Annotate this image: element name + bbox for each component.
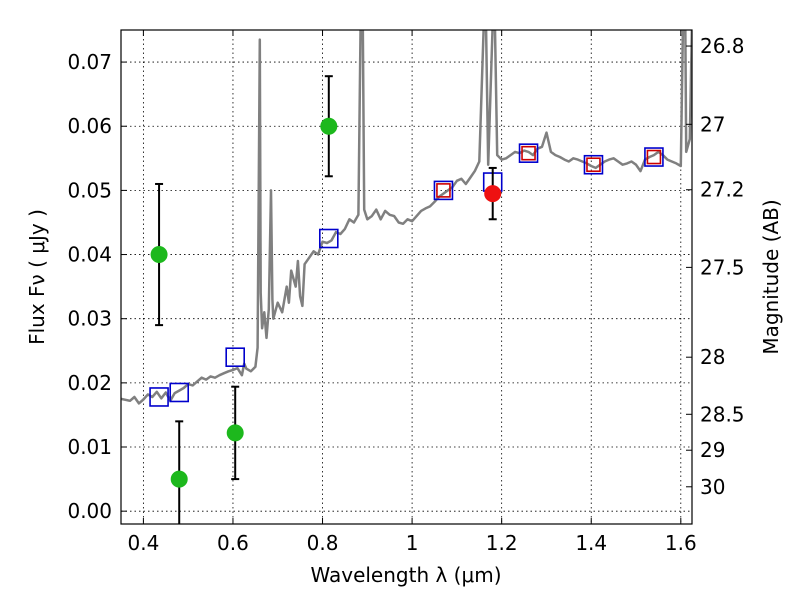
photometry-square xyxy=(225,347,245,367)
y-tick-label: 0.04 xyxy=(67,243,112,267)
right-tick-label: 27.5 xyxy=(700,255,745,279)
y-tick-label: 0.03 xyxy=(67,307,112,331)
observed-point xyxy=(226,424,244,442)
y-tick-label: 0.00 xyxy=(67,499,112,523)
right-tick-label: 26.8 xyxy=(700,34,745,58)
y-tick-label: 0.06 xyxy=(67,114,112,138)
plot-background xyxy=(121,30,692,524)
x-tick-label: 1.2 xyxy=(486,531,518,555)
photometry-square xyxy=(318,228,339,249)
photometry-square xyxy=(586,157,601,173)
photometry-square xyxy=(149,387,169,407)
x-tick-label: 1.4 xyxy=(575,531,607,555)
plot-frame xyxy=(120,29,693,525)
right-tick-label: 27 xyxy=(700,112,725,136)
y-tick-label: 0.05 xyxy=(67,178,112,202)
photometry-square xyxy=(433,180,454,201)
observed-point xyxy=(170,470,188,488)
y-tick-label: 0.07 xyxy=(67,50,112,74)
y-tick-label: 0.01 xyxy=(67,435,112,459)
right-tick-label: 28 xyxy=(700,345,725,369)
y-axis-label: Flux Fν ( μJy ) xyxy=(25,209,49,345)
markers xyxy=(149,75,664,524)
photometry-square xyxy=(521,145,536,161)
x-tick-label: 0.8 xyxy=(307,531,339,555)
x-axis-label: Wavelength λ (μm) xyxy=(310,563,501,587)
photometry-square xyxy=(646,149,662,165)
ticks: 0.4 0.6 0.8 1 1.2 1.4 1.6 0.00 0.01 0.02 0.03 0.04 0… xyxy=(67,30,745,555)
observed-point xyxy=(484,185,502,203)
x-tick-label: 1.6 xyxy=(665,531,697,555)
right-tick-label: 29 xyxy=(700,438,725,462)
observed-point xyxy=(320,117,338,135)
photometry-square xyxy=(583,154,604,175)
photometry-square xyxy=(169,382,190,403)
observed-point xyxy=(150,246,168,264)
x-tick-label: 1 xyxy=(406,531,419,555)
y-axis-right-label: Magnitude (AB) xyxy=(759,199,783,354)
photometry-square xyxy=(436,183,451,198)
photometry-square xyxy=(518,143,539,163)
spectrum-line xyxy=(121,30,692,405)
y-tick-label: 0.02 xyxy=(67,371,112,395)
right-tick-label: 27.2 xyxy=(700,178,745,202)
x-tick-label: 0.4 xyxy=(127,531,159,555)
spectrum xyxy=(121,30,692,405)
photometry-square xyxy=(644,147,664,167)
x-tick-label: 0.6 xyxy=(217,531,249,555)
right-tick-label: 30 xyxy=(700,475,725,499)
right-tick-label: 28.5 xyxy=(700,402,745,426)
